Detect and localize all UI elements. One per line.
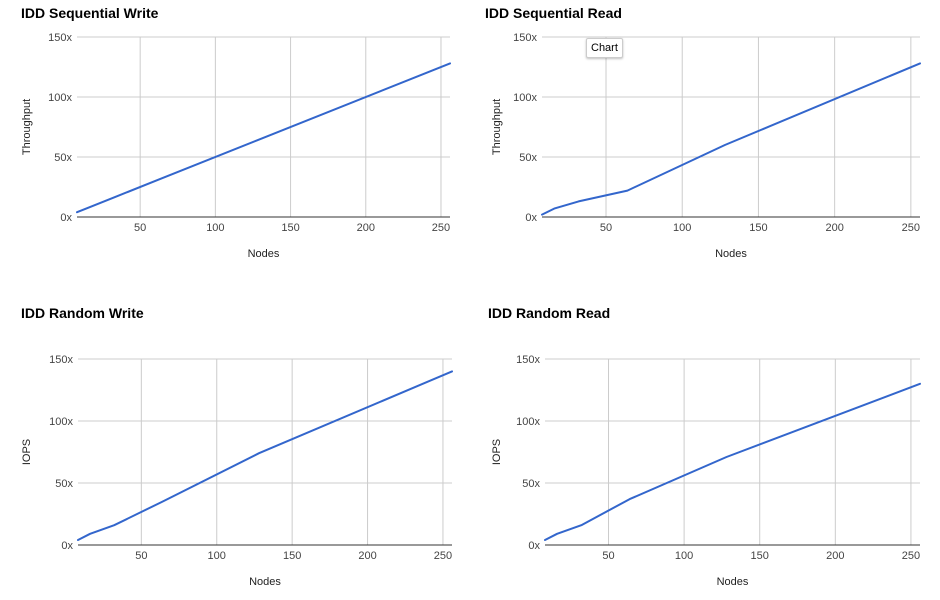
y-tick-label: 100x xyxy=(516,416,540,428)
y-tick-label: 0x xyxy=(528,540,540,552)
x-axis-label: Nodes xyxy=(715,248,747,260)
x-tick-label: 100 xyxy=(208,550,226,562)
y-tick-label: 50x xyxy=(55,478,73,490)
x-tick-label: 200 xyxy=(357,222,375,234)
chart-plot: 0x 50x 100x 150x 50 100 150 200 250 Nodes IOPS xyxy=(21,354,453,588)
x-tick-label: 50 xyxy=(134,222,146,234)
x-axis-label: Nodes xyxy=(717,576,749,588)
x-tick-label: 200 xyxy=(358,550,376,562)
x-tick-label: 150 xyxy=(749,222,767,234)
y-tick-label: 0x xyxy=(525,212,537,224)
chart-tooltip: Chart xyxy=(586,38,623,58)
x-tick-label: 100 xyxy=(673,222,691,234)
y-tick-label: 0x xyxy=(60,212,72,224)
y-tick-label: 100x xyxy=(48,92,72,104)
y-axis-label: IOPS xyxy=(21,439,33,465)
chart-panel-sequential-write: IDD Sequential Write 0x 50x 100x 150x 50 100 1… xyxy=(0,0,470,300)
x-tick-label: 50 xyxy=(135,550,147,562)
x-tick-label: 250 xyxy=(902,222,920,234)
x-tick-label: 50 xyxy=(600,222,612,234)
y-tick-label: 100x xyxy=(49,416,73,428)
x-tick-label: 250 xyxy=(434,550,452,562)
y-tick-label: 150x xyxy=(516,354,540,366)
y-tick-label: 50x xyxy=(519,152,537,164)
y-tick-label: 100x xyxy=(513,92,537,104)
chart-plot: 0x 50x 100x 150x 50 100 150 200 250 Nodes Throughp… xyxy=(491,32,921,260)
series-line xyxy=(541,62,921,216)
y-axis-label: IOPS xyxy=(491,439,503,465)
x-tick-label: 250 xyxy=(902,550,920,562)
chart-panel-sequential-read: IDD Sequential Read 0x 50x 100x 150x 50 100 15… xyxy=(470,0,940,300)
y-tick-label: 50x xyxy=(522,478,540,490)
x-tick-label: 50 xyxy=(602,550,614,562)
y-tick-label: 150x xyxy=(48,32,72,44)
chart-title: IDD Sequential Read xyxy=(485,5,622,21)
x-tick-label: 200 xyxy=(825,222,843,234)
series-line xyxy=(77,370,453,541)
x-tick-label: 150 xyxy=(751,550,769,562)
x-tick-label: 150 xyxy=(281,222,299,234)
chart-title: IDD Sequential Write xyxy=(21,5,159,21)
chart-plot: 0x 50x 100x 150x 50 100 150 200 250 Nodes Throughp… xyxy=(21,32,451,260)
series-line xyxy=(544,382,921,541)
x-axis-label: Nodes xyxy=(249,576,281,588)
chart-title: IDD Random Write xyxy=(21,305,144,321)
chart-plot: 0x 50x 100x 150x 50 100 150 200 250 Nodes IOPS xyxy=(491,354,921,588)
chart-panel-random-write: IDD Random Write 0x 50x 100x 150x 50 100 150 20… xyxy=(0,300,470,600)
x-tick-label: 250 xyxy=(432,222,450,234)
y-tick-label: 150x xyxy=(513,32,537,44)
chart-panel-random-read: IDD Random Read 0x 50x 100x 150x 50 100 150 200… xyxy=(470,300,940,600)
x-tick-label: 100 xyxy=(675,550,693,562)
x-tick-label: 200 xyxy=(826,550,844,562)
y-tick-label: 0x xyxy=(61,540,73,552)
x-tick-label: 150 xyxy=(283,550,301,562)
y-axis-label: Throughput xyxy=(21,99,33,155)
x-tick-label: 100 xyxy=(206,222,224,234)
y-tick-label: 50x xyxy=(54,152,72,164)
chart-title: IDD Random Read xyxy=(488,305,611,321)
y-axis-label: Throughput xyxy=(491,99,503,155)
x-axis-label: Nodes xyxy=(248,248,280,260)
series-line xyxy=(76,62,451,214)
y-tick-label: 150x xyxy=(49,354,73,366)
